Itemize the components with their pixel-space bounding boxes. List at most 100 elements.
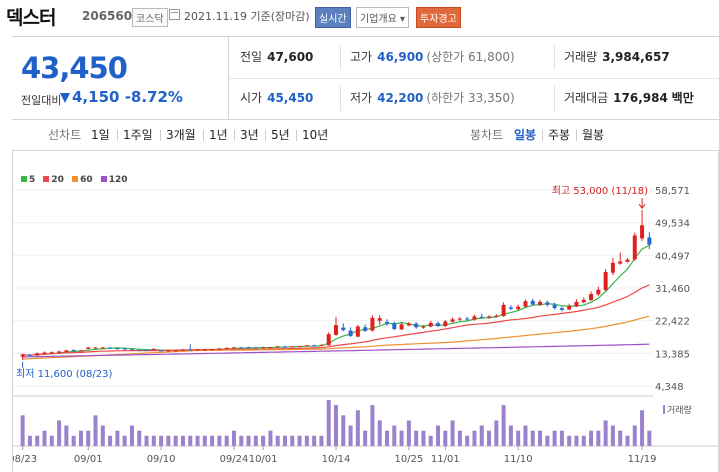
candle[interactable] <box>122 348 127 350</box>
candle[interactable] <box>545 302 550 305</box>
candle[interactable] <box>472 316 477 320</box>
candle[interactable] <box>195 349 200 351</box>
candle[interactable] <box>180 349 185 351</box>
candle[interactable] <box>538 301 543 305</box>
period-1w[interactable]: 1주일 <box>123 128 153 142</box>
candle[interactable] <box>27 354 32 356</box>
candle[interactable] <box>618 261 623 264</box>
candle[interactable] <box>166 350 171 352</box>
candle[interactable] <box>319 344 324 346</box>
candle[interactable] <box>57 351 62 353</box>
candle[interactable] <box>202 349 207 351</box>
candle[interactable] <box>115 348 120 350</box>
candle[interactable] <box>465 318 470 320</box>
candle[interactable] <box>78 350 83 352</box>
candle[interactable] <box>436 323 441 327</box>
candle[interactable] <box>610 262 615 273</box>
candle[interactable] <box>523 301 528 307</box>
candle[interactable] <box>494 315 499 317</box>
candle[interactable] <box>210 349 215 351</box>
candle[interactable] <box>457 318 462 320</box>
candle[interactable] <box>20 354 25 357</box>
candle[interactable] <box>443 321 448 327</box>
candle[interactable] <box>428 322 433 327</box>
candle[interactable] <box>64 350 69 352</box>
period-1y[interactable]: 1년 <box>209 128 228 142</box>
candle[interactable] <box>370 317 375 331</box>
candle[interactable] <box>100 347 105 349</box>
candle[interactable] <box>151 348 156 351</box>
realtime-button[interactable]: 실시간 <box>315 7 351 28</box>
candle[interactable] <box>385 321 390 324</box>
candle[interactable] <box>42 352 47 355</box>
candle[interactable] <box>49 352 54 354</box>
candle[interactable] <box>35 353 40 356</box>
candlestick-chart[interactable]: 58,571 49,534 40,497 31,460 22,422 13,385 4,34… <box>13 150 718 472</box>
candle[interactable] <box>93 347 98 349</box>
candle[interactable] <box>275 346 280 348</box>
candle[interactable] <box>246 347 251 349</box>
candle[interactable] <box>253 347 258 349</box>
candle[interactable] <box>217 348 222 350</box>
candle[interactable] <box>530 300 535 305</box>
candle-weekly[interactable]: 주봉 <box>548 128 571 142</box>
candle[interactable] <box>239 347 244 349</box>
candle[interactable] <box>603 271 608 291</box>
candle[interactable] <box>647 237 652 245</box>
candle[interactable] <box>261 347 266 349</box>
candle[interactable] <box>581 299 586 303</box>
candle[interactable] <box>86 347 91 349</box>
candle[interactable] <box>304 345 309 347</box>
candle[interactable] <box>392 323 397 330</box>
candle[interactable] <box>348 330 353 336</box>
candle[interactable] <box>159 350 164 352</box>
candle[interactable] <box>552 304 557 309</box>
candle[interactable] <box>282 346 287 348</box>
candle[interactable] <box>625 259 630 262</box>
candle[interactable] <box>632 235 637 260</box>
period-5y[interactable]: 5년 <box>271 128 290 142</box>
candle[interactable] <box>144 350 149 352</box>
candle[interactable] <box>355 326 360 337</box>
candle[interactable] <box>188 349 193 351</box>
candle[interactable] <box>450 319 455 322</box>
candle[interactable] <box>567 305 572 310</box>
period-1d[interactable]: 1일 <box>91 128 110 142</box>
candle[interactable] <box>559 308 564 310</box>
candle[interactable] <box>516 306 521 310</box>
candle[interactable] <box>479 316 484 318</box>
candle[interactable] <box>137 350 142 352</box>
candle[interactable] <box>290 346 295 348</box>
candle[interactable] <box>108 347 113 349</box>
period-3y[interactable]: 3년 <box>240 128 259 142</box>
candle[interactable] <box>421 326 426 328</box>
company-overview-dropdown[interactable]: 기업개요 ▾ <box>356 7 409 28</box>
candle[interactable] <box>596 289 601 295</box>
candle[interactable] <box>129 349 134 351</box>
candle[interactable] <box>414 323 419 328</box>
candle[interactable] <box>399 324 404 330</box>
period-10y[interactable]: 10년 <box>302 128 329 142</box>
candle[interactable] <box>326 334 331 346</box>
candle-monthly[interactable]: 월봉 <box>582 128 605 142</box>
candle[interactable] <box>333 325 339 335</box>
candle[interactable] <box>363 327 368 331</box>
candle[interactable] <box>268 347 273 349</box>
candle[interactable] <box>341 327 346 331</box>
period-3m[interactable]: 3개월 <box>166 128 196 142</box>
candle[interactable] <box>377 318 382 321</box>
candle[interactable] <box>501 304 506 317</box>
candle[interactable] <box>312 345 317 347</box>
candle-daily[interactable]: 일봉 <box>514 128 537 142</box>
candle[interactable] <box>231 347 236 349</box>
candle[interactable] <box>589 293 594 301</box>
candle[interactable] <box>173 350 178 352</box>
investment-warning-badge[interactable]: 투자경고 <box>416 7 461 28</box>
candle[interactable] <box>487 316 492 318</box>
candle[interactable] <box>224 347 229 349</box>
candle[interactable] <box>508 307 513 309</box>
candle[interactable] <box>71 350 76 352</box>
candle[interactable] <box>406 323 411 326</box>
candle[interactable] <box>574 301 579 307</box>
candle[interactable] <box>297 346 302 348</box>
